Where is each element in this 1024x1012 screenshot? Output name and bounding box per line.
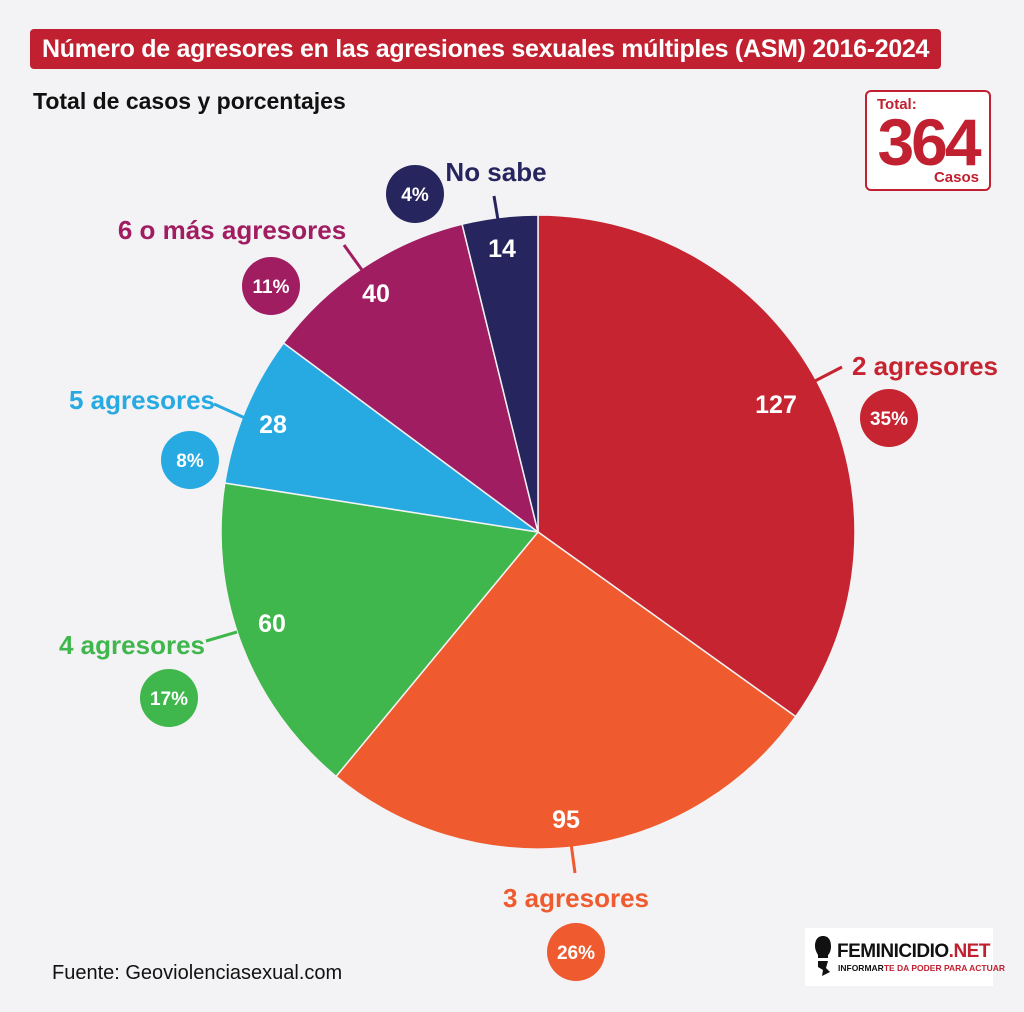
slice-label-5-agresores: 5 agresores (69, 385, 215, 415)
pie-slice-3-agresores (335, 530, 797, 850)
logo-name: FEMINICIDIO.NET (837, 941, 990, 963)
percent-badge-3-agresores (547, 923, 605, 981)
logo-tagline-accent: TE DA PODER PARA ACTUAR (883, 963, 1006, 973)
slice-label-no-sabe: No sabe (445, 157, 546, 187)
pie-slice-2-agresores (537, 214, 856, 718)
slice-label-6-o-mas-agresores: 6 o más agresores (118, 215, 346, 245)
percent-text-3-agresores: 26% (557, 943, 595, 964)
total-value: 364 (877, 105, 981, 179)
percent-text-5-agresores: 8% (176, 451, 204, 472)
total-box: Total: 364 Casos (865, 90, 991, 191)
leader-line-5-agresores (213, 402, 246, 420)
slice-label-3-agresores: 3 agresores (503, 883, 649, 913)
pie-slice-6-o-mas-agresores (282, 223, 540, 534)
chart-title: Número de agresores en las agresiones se… (30, 29, 942, 69)
leader-line-4-agresores (205, 630, 238, 643)
slice-value-no-sabe: 14 (488, 235, 516, 263)
total-label: Total: (877, 96, 917, 113)
pie-slice-no-sabe (461, 214, 539, 533)
leader-line-no-sabe (492, 195, 500, 221)
chart-subtitle: Total de casos y porcentajes (33, 88, 346, 114)
percent-text-6-o-mas-agresores: 11% (253, 277, 290, 298)
slice-label-2-agresores: 2 agresores (852, 351, 998, 381)
percent-badge-4-agresores (140, 669, 198, 727)
pie-slice-4-agresores (220, 482, 540, 778)
woman-silhouette-icon (815, 936, 831, 976)
brand-logo: FEMINICIDIO.NET INFORMARTE DA PODER PARA… (805, 928, 1005, 986)
slice-value-4-agresores: 60 (258, 610, 286, 638)
slice-label-4-agresores: 4 agresores (59, 630, 205, 660)
percent-text-4-agresores: 17% (150, 689, 188, 710)
total-unit: Casos (933, 169, 979, 186)
percent-text-no-sabe: 4% (401, 185, 429, 206)
logo-tagline-main: INFORMAR (838, 963, 884, 973)
percent-badge-no-sabe (386, 165, 444, 223)
logo-tagline: INFORMARTE DA PODER PARA ACTUAR (838, 963, 1005, 973)
leader-line-3-agresores (569, 842, 577, 874)
leader-line-2-agresores (814, 365, 843, 383)
percent-badge-5-agresores (161, 431, 219, 489)
pie-slice-5-agresores (223, 341, 539, 533)
slice-value-3-agresores: 95 (552, 806, 580, 834)
leader-line-6-o-mas-agresores (342, 244, 364, 271)
logo-name-main: FEMINICIDIO (837, 941, 949, 962)
slice-value-6-o-mas-agresores: 40 (362, 280, 390, 308)
slice-value-5-agresores: 28 (259, 411, 287, 439)
source-text: Fuente: Geoviolenciasexual.com (52, 962, 343, 984)
percent-badge-6-o-mas-agresores (242, 257, 300, 315)
logo-name-accent: .NET (948, 941, 991, 962)
slice-value-2-agresores: 127 (755, 391, 797, 419)
percent-text-2-agresores: 35% (870, 409, 908, 430)
percent-badge-2-agresores (860, 389, 918, 447)
